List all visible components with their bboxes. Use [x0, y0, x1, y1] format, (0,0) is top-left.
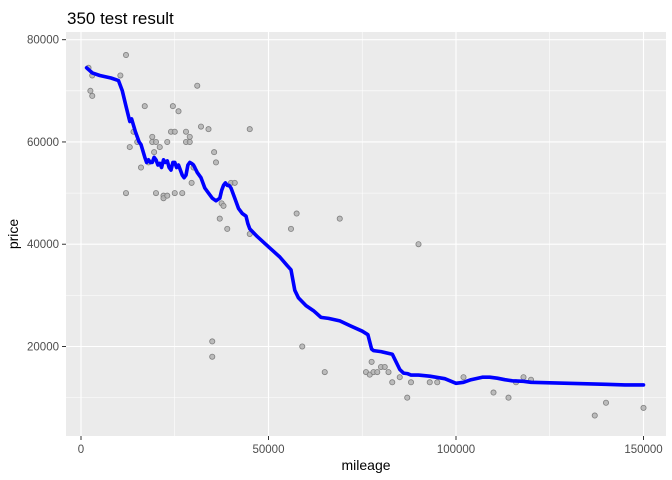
- scatter-point: [224, 225, 231, 232]
- scatter-point: [126, 144, 133, 151]
- scatter-point: [321, 369, 328, 376]
- scatter-points: [85, 52, 647, 419]
- scatter-point: [179, 190, 186, 197]
- y-tick-label: 60000: [27, 137, 59, 149]
- scatter-point: [299, 343, 306, 350]
- y-axis-title: price: [5, 219, 21, 250]
- scatter-point: [640, 404, 647, 411]
- scatter-point: [169, 103, 176, 110]
- scatter-point: [175, 108, 182, 115]
- scatter-point: [520, 374, 527, 381]
- x-tick-label: 50000: [253, 444, 285, 456]
- x-axis-title: mileage: [341, 457, 390, 473]
- scatter-point: [336, 215, 343, 222]
- scatter-point: [216, 215, 223, 222]
- scatter-point: [182, 128, 189, 135]
- scatter-point: [164, 138, 171, 145]
- major-gridlines: [66, 32, 666, 436]
- scatter-point: [368, 358, 375, 365]
- minor-gridlines: [66, 32, 666, 436]
- scatter-point: [246, 126, 253, 133]
- scatter-point: [396, 374, 403, 381]
- scatter-point: [603, 399, 610, 406]
- scatter-point: [194, 82, 201, 89]
- scatter-point: [87, 87, 94, 94]
- scatter-point: [407, 379, 414, 386]
- scatter-point: [186, 138, 193, 145]
- scatter-point: [117, 72, 124, 79]
- y-tick-label: 20000: [27, 342, 59, 354]
- y-tick-label: 40000: [27, 239, 59, 251]
- scatter-point: [381, 363, 388, 370]
- scatter-point: [212, 159, 219, 166]
- scatter-point: [197, 123, 204, 130]
- scatter-point: [389, 379, 396, 386]
- fit-line-group: [84, 66, 646, 387]
- scatter-point: [149, 133, 156, 140]
- x-tick-label: 150000: [624, 444, 662, 456]
- scatter-point: [205, 126, 212, 133]
- scatter-point: [404, 394, 411, 401]
- scatter-point: [188, 179, 195, 186]
- scatter-point: [434, 379, 441, 386]
- scatter-point: [209, 338, 216, 345]
- x-axis-ticks: 0 50000 100000 150000: [78, 436, 663, 456]
- scatter-point: [293, 210, 300, 217]
- scatter-point: [231, 179, 238, 186]
- scatter-point: [415, 241, 422, 248]
- scatter-point: [186, 133, 193, 140]
- x-tick-label: 0: [78, 444, 84, 456]
- scatter-point: [156, 144, 163, 151]
- scatter-point: [123, 52, 130, 59]
- scatter-point: [374, 369, 381, 376]
- scatter-point: [211, 149, 218, 156]
- scatter-point: [426, 379, 433, 386]
- scatter-point: [89, 92, 96, 99]
- scatter-point: [123, 190, 130, 197]
- scatter-point: [137, 164, 144, 171]
- chart-title: 350 test result: [67, 9, 174, 28]
- scatter-point: [171, 128, 178, 135]
- scatter-point: [385, 369, 392, 376]
- scatter-point: [151, 149, 158, 156]
- scatter-point: [152, 190, 159, 197]
- fit-line: [84, 66, 646, 387]
- plot-panel: [66, 32, 666, 436]
- scatter-point: [220, 202, 227, 209]
- scatter-point: [152, 138, 159, 145]
- scatter-point: [490, 389, 497, 396]
- y-tick-label: 80000: [27, 35, 59, 47]
- scatter-point: [209, 353, 216, 360]
- y-axis-ticks: 20000 40000 60000 80000: [27, 35, 66, 354]
- x-tick-label: 100000: [437, 444, 475, 456]
- scatter-point: [460, 374, 467, 381]
- scatter-point: [591, 412, 598, 419]
- scatter-point: [287, 225, 294, 232]
- scatter-point: [505, 394, 512, 401]
- scatter-point: [141, 103, 148, 110]
- scatter-point: [164, 192, 171, 199]
- scatter-point: [171, 190, 178, 197]
